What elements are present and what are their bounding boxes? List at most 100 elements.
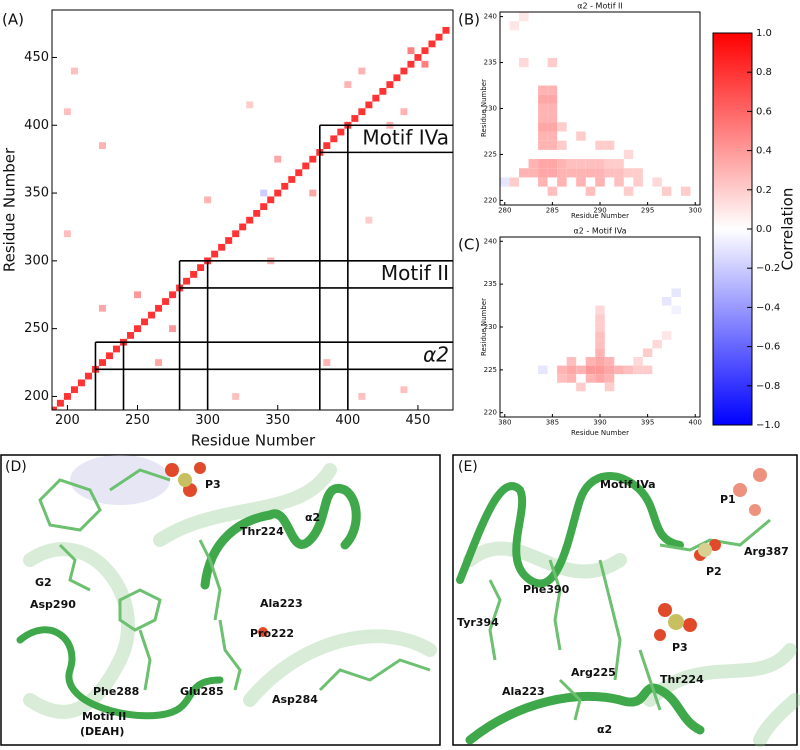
- heatmap-cell: [239, 223, 247, 231]
- cells: [538, 288, 681, 392]
- x-tick-label: 290: [593, 207, 606, 215]
- heatmap-cell: [547, 122, 558, 132]
- heatmap-cell: [260, 189, 268, 197]
- heatmap-cell: [344, 81, 352, 88]
- colorbar-tick-label: 0.4: [756, 146, 772, 157]
- x-tick-label: 390: [593, 419, 606, 427]
- annotation: Arg225: [571, 666, 616, 679]
- heatmap-cell: [557, 177, 567, 187]
- x-tick-label: 295: [641, 207, 654, 215]
- heatmap-cell: [604, 365, 615, 375]
- heatmap-cell: [557, 168, 567, 178]
- heatmap-cell: [576, 177, 586, 187]
- heatmap-cell: [595, 140, 605, 150]
- heatmap-cell: [547, 168, 558, 178]
- heatmap-cell: [253, 210, 261, 217]
- y-tick-label: 200: [24, 389, 49, 404]
- heatmap-cell: [519, 57, 529, 68]
- heatmap-cell: [428, 40, 436, 48]
- heatmap-cell: [211, 250, 219, 258]
- heatmap-cell: [337, 128, 345, 136]
- cells: [500, 12, 691, 196]
- heatmap-cell: [595, 159, 605, 169]
- y-tick-label: 230: [484, 323, 497, 331]
- heatmap-cell: [547, 57, 558, 68]
- heatmap-cell: [547, 140, 558, 150]
- heatmap-cell: [576, 131, 586, 141]
- heatmap-cell: [538, 168, 548, 178]
- region-label: Motif II: [381, 261, 449, 285]
- colorbar-tick-label: 0.2: [756, 185, 772, 196]
- annotation: α2: [597, 723, 612, 736]
- colorbar-tick-label: −0.2: [756, 263, 780, 274]
- heatmap-cell: [400, 108, 408, 116]
- heatmap-cell: [595, 331, 605, 340]
- heatmap-cell: [547, 113, 558, 123]
- plot-area: [52, 10, 453, 410]
- y-axis-label: Residue Number: [480, 298, 488, 356]
- annotation: Motif IVa: [600, 478, 656, 491]
- heatmap-cell: [547, 131, 558, 141]
- panel-title: α2 - Motif IVa: [574, 227, 627, 236]
- heatmap-cell: [442, 26, 450, 34]
- x-tick-label: 300: [689, 207, 702, 215]
- heatmap-cell: [63, 108, 71, 116]
- y-tick-label: 240: [484, 237, 497, 245]
- heatmap-cell: [652, 177, 662, 187]
- heatmap-cell: [288, 176, 296, 183]
- heatmap-cell: [358, 393, 366, 400]
- heatmap-cell: [595, 339, 605, 349]
- heatmap-cell: [585, 365, 596, 375]
- y-tick-label: 400: [24, 118, 49, 133]
- region-label: Motif IVa: [362, 125, 449, 149]
- heatmap-cell: [169, 291, 177, 299]
- x-axis-label: Residue Number: [191, 432, 316, 450]
- heatmap-cell: [274, 189, 282, 197]
- annotation: Pro222: [250, 627, 294, 640]
- y-axis-label: Residue Number: [480, 79, 488, 137]
- heatmap-cell: [604, 382, 615, 392]
- annotation: Asp284: [272, 693, 318, 706]
- x-tick-label: 300: [195, 413, 220, 428]
- annotation: Glu285: [180, 685, 224, 698]
- heatmap-cell: [547, 94, 558, 104]
- heatmap-cell: [246, 216, 254, 224]
- heatmap-cell: [351, 115, 359, 122]
- heatmap-cell: [538, 85, 548, 95]
- heatmap-cell: [358, 67, 366, 75]
- heatmap-cell: [246, 101, 254, 109]
- heatmap-cell: [232, 393, 240, 400]
- heatmap-cell: [134, 291, 142, 299]
- x-tick-label: 395: [641, 419, 654, 427]
- heatmap-cell: [595, 365, 605, 375]
- heatmap-cell: [63, 393, 71, 400]
- heatmap-cell: [309, 189, 317, 197]
- heatmap-cell: [585, 374, 596, 383]
- heatmap-cell: [585, 186, 596, 196]
- colorbar-label: Correlation: [779, 188, 797, 271]
- plot-frame: [51, 9, 454, 411]
- heatmap-cell: [538, 122, 548, 132]
- y-tick-label: 350: [24, 186, 49, 201]
- heatmap-cell: [671, 305, 681, 315]
- heatmap-cell: [323, 142, 331, 149]
- heatmap-cell: [63, 230, 71, 238]
- heatmap-cell: [56, 399, 64, 407]
- heatmap-cell: [379, 87, 387, 95]
- heatmap-cell: [633, 177, 643, 187]
- heatmap-cell: [557, 140, 567, 150]
- heatmap-cell: [680, 186, 691, 196]
- annotation: P1: [720, 493, 736, 506]
- heatmap-cell: [70, 386, 78, 394]
- y-tick-label: 240: [484, 13, 497, 21]
- heatmap-cell: [614, 365, 624, 375]
- heatmap-cell: [162, 298, 170, 305]
- y-tick-label: 450: [24, 50, 49, 65]
- heatmap-cell: [528, 159, 539, 169]
- heatmap-cell: [604, 168, 615, 178]
- heatmap-cell: [400, 67, 408, 75]
- heatmap-cell: [302, 162, 310, 170]
- heatmap-cell: [557, 374, 567, 383]
- heatmap-cell: [155, 304, 163, 312]
